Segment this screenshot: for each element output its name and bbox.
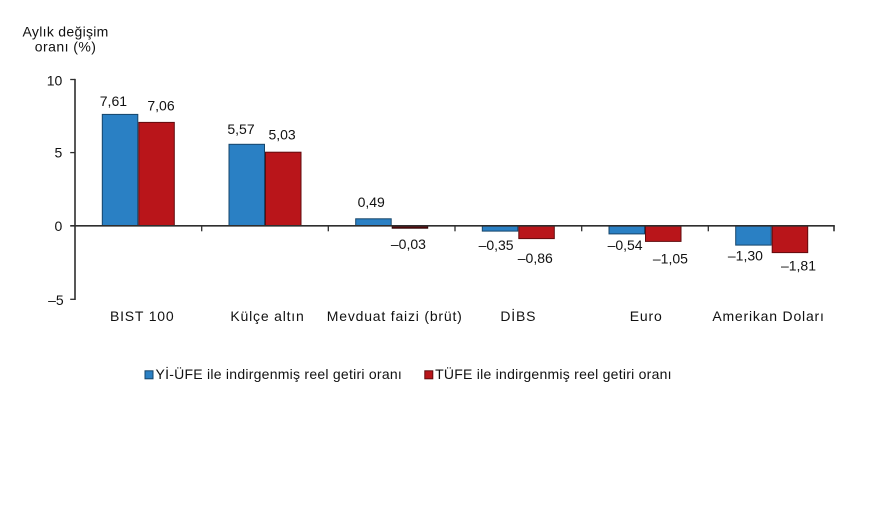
svg-text:10: 10: [47, 73, 63, 89]
svg-text:–0,03: –0,03: [391, 236, 426, 252]
svg-text:–0,54: –0,54: [608, 237, 643, 253]
svg-text:Külçe altın: Külçe altın: [230, 308, 304, 324]
svg-text:Mevduat faizi (brüt): Mevduat faizi (brüt): [327, 308, 463, 324]
svg-text:Yİ-ÜFE ile indirgenmiş reel ge: Yİ-ÜFE ile indirgenmiş reel getiri oranı: [156, 365, 403, 382]
svg-text:TÜFE ile indirgenmiş reel geti: TÜFE ile indirgenmiş reel getiri oranı: [435, 365, 672, 382]
svg-text:–1,05: –1,05: [653, 251, 688, 267]
svg-text:Amerikan Doları: Amerikan Doları: [712, 308, 824, 324]
svg-text:–0,86: –0,86: [518, 250, 553, 266]
svg-text:Aylık değişim: Aylık değişim: [23, 23, 109, 39]
svg-text:0: 0: [55, 218, 63, 234]
svg-text:5,03: 5,03: [268, 126, 295, 142]
svg-text:DİBS: DİBS: [500, 307, 536, 324]
svg-text:–1,81: –1,81: [781, 257, 816, 273]
svg-text:–1,30: –1,30: [728, 248, 763, 264]
svg-text:0,49: 0,49: [358, 194, 385, 210]
svg-text:5: 5: [55, 145, 63, 161]
svg-text:oranı (%): oranı (%): [35, 39, 97, 55]
svg-text:5,57: 5,57: [227, 121, 254, 137]
svg-text:Euro: Euro: [630, 308, 663, 324]
svg-text:–0,35: –0,35: [479, 237, 514, 253]
svg-text:7,06: 7,06: [147, 97, 174, 113]
svg-text:–5: –5: [48, 292, 64, 308]
svg-text:7,61: 7,61: [100, 93, 127, 109]
svg-text:BIST 100: BIST 100: [110, 308, 175, 324]
